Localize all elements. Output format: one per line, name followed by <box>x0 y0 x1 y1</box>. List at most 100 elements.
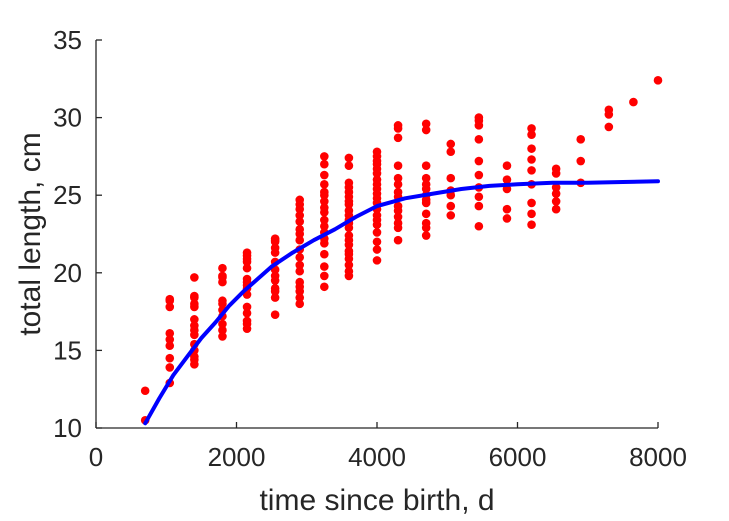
data-point <box>421 180 431 189</box>
data-point <box>295 293 305 302</box>
data-point <box>474 221 484 231</box>
data-point <box>629 97 638 107</box>
data-point <box>421 231 431 240</box>
data-point <box>218 263 227 273</box>
data-point <box>446 147 456 157</box>
data-point <box>242 248 252 257</box>
data-point <box>372 256 382 265</box>
data-point <box>295 266 305 276</box>
x-tick-label: 4000 <box>348 442 406 472</box>
data-point <box>446 201 456 211</box>
data-point <box>372 228 382 237</box>
data-point <box>270 284 280 293</box>
x-tick-label: 8000 <box>629 442 687 472</box>
data-point <box>551 183 561 192</box>
y-tick-label: 10 <box>53 413 82 443</box>
data-point <box>295 195 305 205</box>
x-ticks: 0 2000 4000 6000 8000 <box>89 422 687 472</box>
data-point <box>527 166 536 175</box>
y-tick-label: 35 <box>53 25 82 55</box>
data-point <box>295 211 305 220</box>
data-points <box>140 76 663 425</box>
data-point <box>320 282 329 292</box>
data-point <box>344 153 354 163</box>
data-point <box>421 209 431 219</box>
data-point <box>551 164 561 174</box>
data-point <box>190 291 199 301</box>
data-point <box>372 245 382 254</box>
data-point <box>393 235 403 245</box>
data-point <box>320 187 329 197</box>
data-point <box>242 308 252 318</box>
data-point <box>446 211 456 220</box>
data-point <box>527 144 536 153</box>
data-point <box>270 293 280 302</box>
y-tick-label: 20 <box>53 258 82 288</box>
data-point <box>372 237 382 247</box>
data-point <box>165 335 175 344</box>
data-point <box>320 152 329 161</box>
data-point <box>474 192 484 202</box>
data-point <box>421 119 431 129</box>
data-point <box>502 204 512 214</box>
data-point <box>393 121 403 130</box>
data-point <box>165 353 175 363</box>
data-point <box>474 156 484 166</box>
data-point <box>344 178 354 188</box>
data-point <box>218 271 227 281</box>
data-point <box>295 252 305 262</box>
data-point <box>295 299 305 309</box>
data-point <box>218 319 227 329</box>
data-point <box>502 214 512 223</box>
data-point <box>474 170 484 180</box>
data-point <box>320 221 329 231</box>
data-point <box>527 130 536 139</box>
data-point <box>393 201 403 211</box>
data-point <box>270 243 280 253</box>
data-point <box>320 180 329 189</box>
fit-curve <box>143 179 660 426</box>
data-point <box>576 135 586 144</box>
data-point <box>190 315 199 324</box>
y-ticks: 10 15 20 25 30 35 <box>53 25 102 443</box>
data-point <box>320 262 329 271</box>
data-point <box>344 161 354 171</box>
data-point <box>218 325 227 335</box>
data-point <box>344 246 354 256</box>
data-point <box>653 76 663 85</box>
data-point <box>295 235 305 245</box>
data-point <box>320 159 329 169</box>
data-point <box>393 161 403 171</box>
data-point <box>295 217 305 226</box>
data-point <box>344 231 354 240</box>
data-point <box>372 147 382 157</box>
axes: 0 2000 4000 6000 8000 10 15 20 25 30 35 <box>53 25 687 472</box>
data-point <box>165 341 175 351</box>
data-point <box>190 299 199 309</box>
data-point <box>242 263 252 273</box>
y-tick-label: 15 <box>53 335 82 365</box>
data-point <box>474 135 484 144</box>
data-point <box>372 175 382 184</box>
y-tick-label: 25 <box>53 180 82 210</box>
data-point <box>320 203 329 212</box>
data-point <box>190 273 199 282</box>
data-point <box>474 201 484 211</box>
y-axis-label: total length, cm <box>14 132 47 335</box>
data-point <box>344 206 354 216</box>
data-point <box>165 302 175 312</box>
data-point <box>393 180 403 189</box>
data-point <box>502 161 512 171</box>
data-point <box>165 363 175 372</box>
data-point <box>218 332 227 341</box>
data-point <box>393 133 403 143</box>
data-point <box>295 277 305 287</box>
data-point <box>527 220 536 229</box>
data-point <box>270 271 280 281</box>
data-point <box>270 310 280 320</box>
data-point <box>320 197 329 206</box>
x-tick-label: 2000 <box>208 442 266 472</box>
data-point <box>421 161 431 171</box>
data-point <box>446 139 456 149</box>
